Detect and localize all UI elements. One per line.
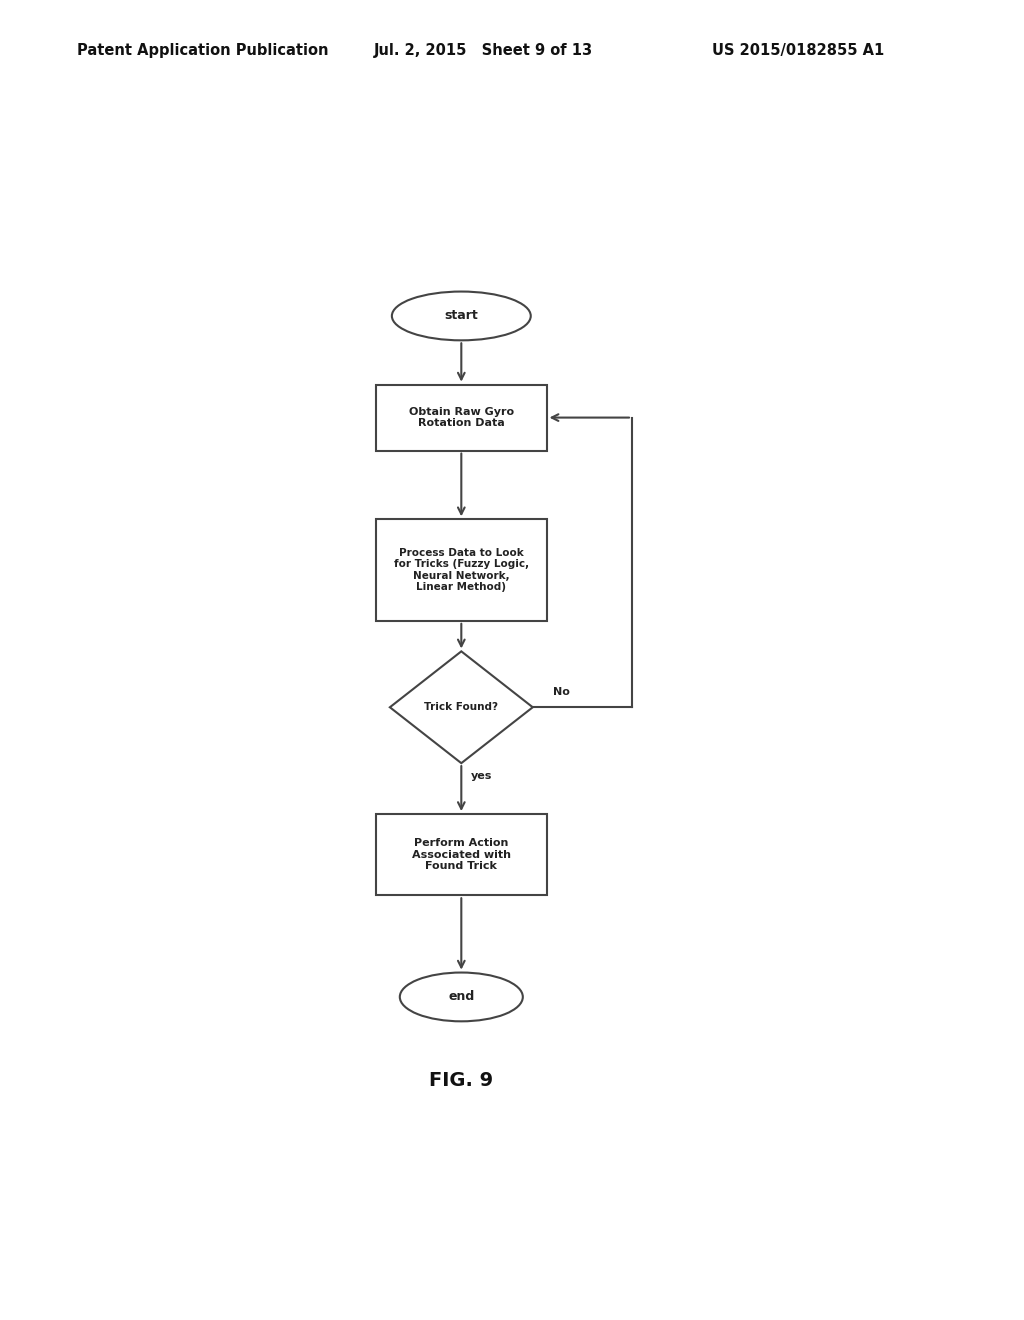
- Text: Process Data to Look
for Tricks (Fuzzy Logic,
Neural Network,
Linear Method): Process Data to Look for Tricks (Fuzzy L…: [394, 548, 528, 593]
- Ellipse shape: [392, 292, 530, 341]
- Text: Jul. 2, 2015   Sheet 9 of 13: Jul. 2, 2015 Sheet 9 of 13: [374, 44, 593, 58]
- FancyBboxPatch shape: [376, 519, 547, 620]
- Text: US 2015/0182855 A1: US 2015/0182855 A1: [712, 44, 884, 58]
- Text: start: start: [444, 309, 478, 322]
- Polygon shape: [390, 651, 532, 763]
- Ellipse shape: [399, 973, 523, 1022]
- Text: FIG. 9: FIG. 9: [429, 1071, 494, 1090]
- Text: Trick Found?: Trick Found?: [424, 702, 499, 713]
- Text: yes: yes: [471, 771, 493, 781]
- Text: Obtain Raw Gyro
Rotation Data: Obtain Raw Gyro Rotation Data: [409, 407, 514, 429]
- Text: No: No: [553, 688, 569, 697]
- FancyBboxPatch shape: [376, 384, 547, 450]
- Text: Perform Action
Associated with
Found Trick: Perform Action Associated with Found Tri…: [412, 838, 511, 871]
- FancyBboxPatch shape: [376, 814, 547, 895]
- Text: end: end: [449, 990, 474, 1003]
- Text: Patent Application Publication: Patent Application Publication: [77, 44, 329, 58]
